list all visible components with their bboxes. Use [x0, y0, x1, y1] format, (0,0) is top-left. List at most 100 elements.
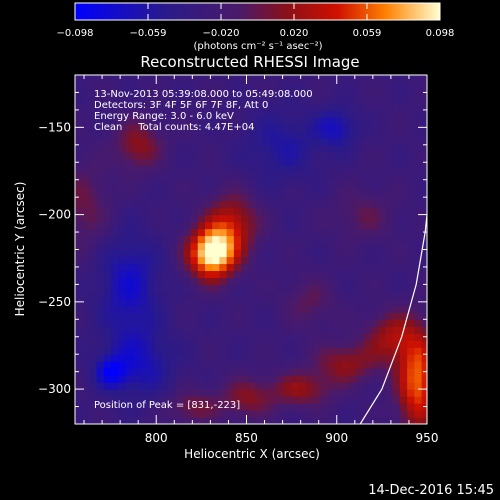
heatmap-cell: [204, 88, 213, 97]
heatmap-cell: [125, 186, 134, 195]
heatmap-cell: [118, 235, 127, 244]
heatmap-cell: [371, 81, 379, 90]
heatmap-cell: [407, 81, 415, 90]
colorbar: −0.098 −0.059 −0.020 0.020 0.059 0.098 (photo…: [56, 2, 455, 52]
heatmap-cell: [226, 221, 235, 230]
heatmap-cell: [241, 221, 249, 230]
heatmap-cell: [269, 165, 278, 174]
heatmap-cell: [132, 312, 141, 320]
heatmap-cell: [161, 354, 170, 362]
heatmap-cell: [334, 95, 343, 104]
heatmap-cell: [125, 179, 134, 188]
heatmap-cell: [226, 102, 235, 111]
heatmap-cell: [392, 95, 401, 104]
heatmap-cell: [255, 158, 264, 167]
heatmap-cell: [262, 389, 271, 397]
heatmap-cell: [407, 75, 415, 83]
heatmap-cell: [269, 123, 278, 132]
heatmap-cell: [277, 347, 285, 355]
heatmap-cell: [219, 368, 228, 376]
heatmap-cell: [363, 263, 372, 272]
heatmap-cell: [161, 333, 170, 341]
heatmap-cell: [378, 263, 387, 272]
heatmap-cell: [82, 88, 91, 97]
heatmap-cell: [342, 410, 350, 418]
heatmap-cell: [89, 200, 98, 209]
heatmap-cell: [212, 116, 221, 125]
heatmap-cell: [363, 277, 372, 285]
heatmap-cell: [241, 263, 249, 272]
heatmap-cell: [197, 354, 206, 362]
heatmap-cell: [75, 151, 83, 160]
heatmap-cell: [385, 333, 394, 341]
heatmap-cell: [96, 109, 105, 118]
heatmap-cell: [306, 207, 314, 216]
heatmap-cell: [248, 242, 257, 251]
heatmap-cell: [342, 284, 350, 292]
colorbar-tick-label: 0.098: [426, 28, 455, 39]
heatmap-cell: [356, 382, 365, 390]
heatmap-cell: [147, 389, 156, 397]
heatmap-cell: [385, 186, 394, 195]
heatmap-cell: [342, 193, 350, 202]
heatmap-cell: [233, 256, 242, 265]
heatmap-cell: [212, 347, 221, 355]
heatmap-cell: [342, 375, 350, 383]
heatmap-cell: [75, 326, 83, 334]
heatmap-cell: [118, 305, 127, 313]
heatmap-cell: [284, 95, 293, 104]
heatmap-cell: [291, 81, 300, 90]
heatmap-cell: [414, 151, 423, 160]
heatmap-cell: [371, 102, 379, 111]
heatmap-cell: [399, 81, 408, 90]
heatmap-cell: [75, 340, 83, 348]
heatmap-cell: [125, 193, 134, 202]
heatmap-cell: [219, 130, 228, 139]
heatmap-cell: [82, 109, 91, 118]
heatmap-cell: [212, 193, 221, 202]
heatmap-cell: [262, 263, 271, 272]
heatmap-cell: [363, 249, 372, 258]
heatmap-cell: [378, 284, 387, 292]
heatmap-cell: [96, 319, 105, 327]
heatmap-cell: [226, 130, 235, 139]
heatmap-cell: [363, 361, 372, 369]
heatmap-cell: [363, 158, 372, 167]
heatmap-cell: [407, 249, 415, 258]
heatmap-cell: [349, 410, 358, 418]
heatmap-cell: [320, 207, 329, 216]
heatmap-cell: [212, 256, 221, 265]
heatmap-cell: [176, 270, 184, 279]
heatmap-cell: [298, 116, 307, 125]
heatmap-cell: [306, 417, 314, 424]
heatmap-cell: [176, 95, 184, 104]
heatmap-cell: [392, 200, 401, 209]
heatmap-cell: [291, 270, 300, 279]
heatmap-cell: [219, 228, 228, 237]
heatmap-cell: [392, 242, 401, 251]
heatmap-cell: [327, 144, 336, 153]
heatmap-cell: [407, 88, 415, 97]
heatmap-cell: [255, 109, 264, 118]
heatmap-cell: [111, 382, 119, 390]
heatmap-cell: [327, 75, 336, 83]
heatmap-cell: [378, 81, 387, 90]
heatmap-cell: [248, 172, 257, 181]
heatmap-cell: [392, 256, 401, 265]
heatmap-cell: [414, 130, 423, 139]
heatmap-cell: [313, 375, 322, 383]
heatmap-cell: [204, 186, 213, 195]
heatmap-cell: [298, 207, 307, 216]
heatmap-cell: [176, 109, 184, 118]
heatmap-cell: [363, 88, 372, 97]
heatmap-cell: [407, 361, 415, 369]
heatmap-cell: [327, 137, 336, 146]
heatmap-cell: [399, 368, 408, 376]
heatmap-cell: [219, 312, 228, 320]
heatmap-cell: [147, 207, 156, 216]
heatmap-cell: [255, 403, 264, 411]
heatmap-cell: [168, 123, 177, 132]
heatmap-cell: [111, 214, 119, 223]
heatmap-cell: [306, 193, 314, 202]
heatmap-cell: [248, 109, 257, 118]
